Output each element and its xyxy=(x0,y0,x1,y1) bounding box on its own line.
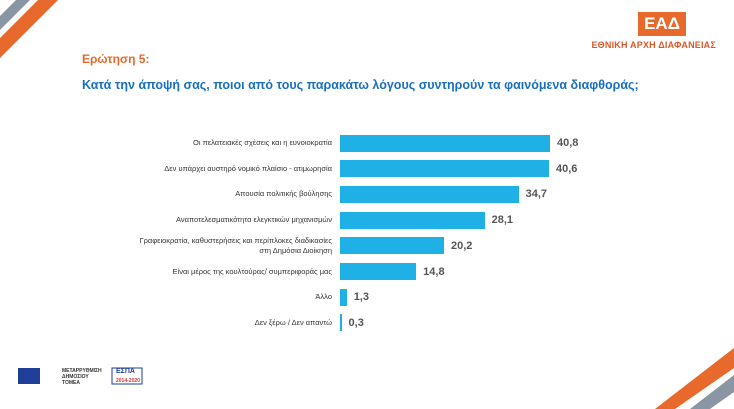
bar xyxy=(340,211,485,229)
organization: ΕΘΝΙΚΗ ΑΡΧΗ ΔΙΑΦΑΝΕΙΑΣ xyxy=(591,40,716,50)
bar xyxy=(340,288,347,306)
logo: ΕΑΔ xyxy=(638,12,686,36)
bar xyxy=(340,134,550,152)
value-label: 1,3 xyxy=(353,291,369,304)
bar xyxy=(340,160,549,178)
bar xyxy=(340,185,519,203)
category-label: Απουσία πολιτικής βούλησης xyxy=(235,189,332,199)
chart-title: Ερώτηση 5: xyxy=(82,52,150,66)
value-label: 34,7 xyxy=(525,188,548,201)
category-label: Δεν ξέρω / Δεν απαντώ xyxy=(254,317,332,327)
value-label: 14,8 xyxy=(423,265,445,278)
value-label: 28,1 xyxy=(491,214,514,227)
bar xyxy=(340,237,444,255)
category-label: Δεν υπάρχει αυστηρό νομικό πλαίσιο - ατι… xyxy=(164,163,332,173)
value-label: 20,2 xyxy=(450,239,473,252)
footer-logo: ΕΣΠΑ xyxy=(116,368,135,375)
chart-subtitle: Κατά την άποψή σας, ποιοι από τους παρακ… xyxy=(82,78,639,92)
category-label: Γραφειοκρατία, καθυστερήσεις και περίπλο… xyxy=(139,235,332,255)
value-label: 40,8 xyxy=(557,137,579,149)
value-label: 40,6 xyxy=(555,162,578,175)
category-label: Άλλο xyxy=(315,292,332,302)
value-label: 0,3 xyxy=(348,316,364,329)
bar xyxy=(340,314,342,332)
footer-logo: 2014-2020 xyxy=(116,378,140,384)
category-label: Είναι μέρος της κουλτούρας/ συμπεριφοράς… xyxy=(172,266,332,276)
footer-logo: ΜΕΤΑΡΡΥΘΜΙΣΗ ΔΗΜΟΣΙΟΥ ΤΟΜΕΑ xyxy=(62,368,102,386)
category-label: Οι πελατειακές σχέσεις και η ευνοιοκρατί… xyxy=(193,137,332,147)
bar xyxy=(340,263,417,280)
category-label: Αναποτελεσματικότητα ελεγκτικών μηχανισμ… xyxy=(176,215,332,225)
